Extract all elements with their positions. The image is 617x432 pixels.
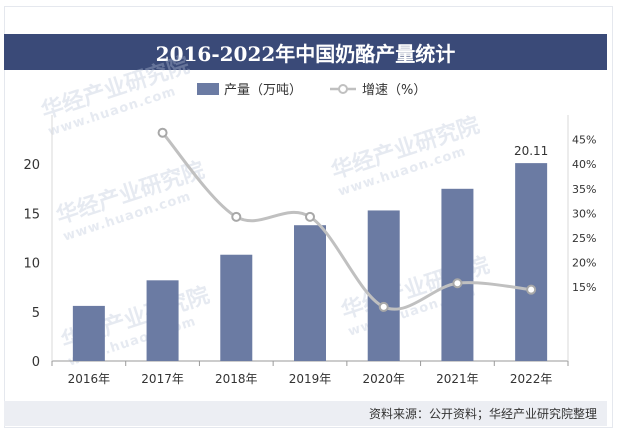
y-right-tick-label: 45%: [572, 134, 596, 147]
y-right-tick-label: 40%: [572, 158, 596, 171]
growth-point: [305, 211, 315, 222]
x-tick-label: 2019年: [289, 372, 332, 386]
y-left-tick-label: 15: [23, 207, 40, 222]
bar-data-label: 20.11: [514, 144, 548, 158]
growth-point: [157, 127, 168, 138]
y-left-tick-label: 5: [32, 306, 40, 321]
x-tick-label: 2017年: [141, 372, 184, 386]
x-tick-label: 2018年: [215, 372, 258, 386]
y-right-tick-label: 25%: [572, 232, 596, 245]
growth-point: [378, 301, 389, 312]
bar-2019年: [294, 225, 326, 361]
bar-2016年: [72, 305, 105, 361]
growth-line: [161, 131, 532, 311]
legend-bar-swatch: [197, 83, 219, 95]
x-tick-label: 2021年: [436, 372, 479, 386]
source-note: 资料来源：公开资料；华经产业研究院整理: [4, 401, 607, 426]
x-tick-label: 2022年: [510, 372, 553, 386]
bar-2022年: [515, 163, 548, 361]
bar-2017年: [146, 280, 179, 361]
x-tick-label: 2016年: [68, 372, 111, 386]
growth-point: [452, 278, 463, 289]
y-right-tick-label: 30%: [572, 207, 596, 220]
y-left-tick-label: 20: [23, 158, 40, 173]
x-tick-label: 2020年: [362, 372, 405, 386]
y-right-tick-label: 35%: [572, 183, 596, 196]
y-right-tick-label: 20%: [572, 257, 596, 270]
y-left-tick-label: 0: [32, 355, 40, 370]
legend-line-marker: [338, 84, 348, 94]
y-right-tick-label: 15%: [572, 281, 596, 294]
growth-point: [231, 211, 242, 222]
chart-title: 2016-2022年中国奶酪产量统计: [4, 34, 607, 70]
bar-2020年: [367, 210, 400, 361]
bar-2018年: [220, 254, 253, 361]
y-left-tick-label: 10: [23, 257, 40, 272]
bar-2021年: [441, 188, 474, 361]
legend-line-label: 增速（%）: [362, 83, 426, 98]
legend-bar-label: 产量（万吨）: [224, 83, 302, 98]
growth-point: [526, 284, 537, 295]
